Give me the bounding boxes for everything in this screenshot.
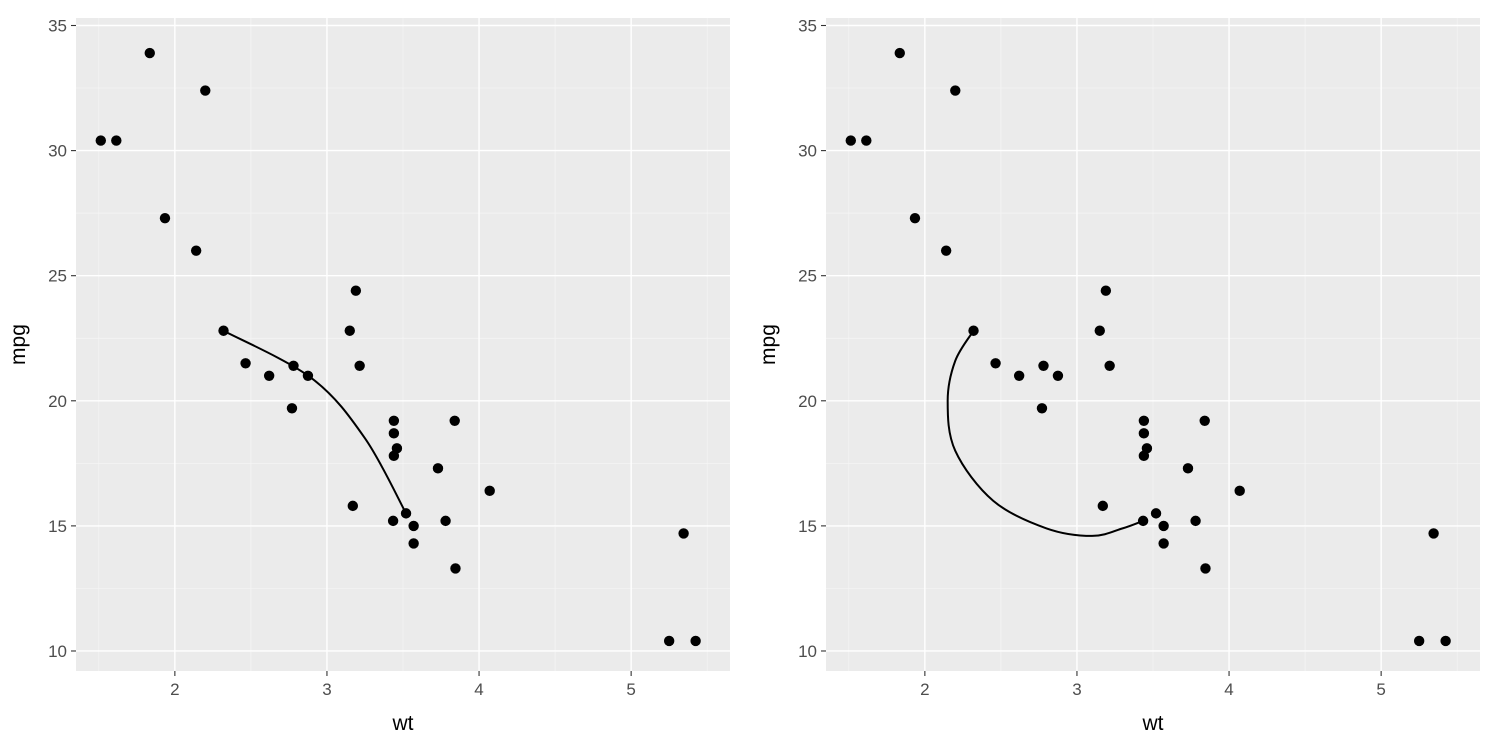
- data-point: [344, 325, 355, 336]
- data-point: [350, 285, 362, 296]
- data-point: [950, 85, 961, 96]
- data-point: [144, 47, 155, 59]
- x-tick-label: 5: [1376, 680, 1385, 699]
- data-point: [1013, 370, 1025, 381]
- data-point: [909, 212, 921, 224]
- data-point: [663, 635, 675, 647]
- data-point: [449, 415, 460, 427]
- data-point: [1199, 415, 1210, 427]
- data-point: [408, 538, 419, 549]
- data-point: [450, 563, 461, 574]
- data-point: [263, 370, 275, 381]
- data-point: [391, 443, 403, 454]
- data-point: [990, 358, 1001, 369]
- y-tick-label: 30: [48, 142, 67, 161]
- data-point: [845, 135, 856, 146]
- data-point: [1190, 515, 1201, 527]
- data-point: [1094, 325, 1105, 336]
- data-point: [302, 370, 314, 381]
- data-point: [1200, 563, 1211, 574]
- data-point: [861, 135, 872, 146]
- data-point: [1413, 635, 1425, 647]
- curve-line: [946, 330, 1144, 537]
- data-point: [1100, 285, 1112, 296]
- data-point: [218, 325, 229, 336]
- x-tick-label: 3: [1072, 680, 1081, 699]
- data-point: [1158, 538, 1169, 549]
- data-point: [1234, 485, 1245, 497]
- x-tick-label: 3: [322, 680, 331, 699]
- data-point: [1141, 443, 1153, 454]
- data-point: [1428, 528, 1439, 539]
- data-point: [288, 360, 299, 371]
- data-point: [347, 500, 359, 512]
- data-point: [1137, 515, 1149, 527]
- data-point: [678, 528, 689, 539]
- data-point: [190, 245, 202, 256]
- data-point: [1036, 403, 1048, 414]
- curve-line: [223, 329, 407, 514]
- data-point: [1150, 508, 1162, 519]
- data-point: [968, 325, 979, 336]
- data-point: [484, 485, 495, 497]
- y-tick-label: 25: [48, 267, 67, 286]
- data-point: [387, 515, 399, 527]
- y-tick-label: 30: [798, 142, 817, 161]
- data-point: [388, 415, 400, 427]
- x-tick-label: 4: [474, 680, 483, 699]
- data-point: [690, 635, 701, 647]
- data-point: [940, 245, 952, 256]
- x-axis-title: wt: [392, 712, 414, 735]
- y-tick-label: 25: [798, 267, 817, 286]
- data-point: [388, 428, 400, 439]
- data-point: [1038, 360, 1049, 371]
- scatter-plot-left: 2 3 4 5 10 15 20 25 30 35 wt mpg: [7, 17, 730, 735]
- y-tick-label: 15: [798, 517, 817, 536]
- x-tick-label: 2: [170, 680, 179, 699]
- data-point: [1440, 635, 1451, 647]
- data-point: [159, 212, 171, 224]
- data-point: [240, 358, 251, 369]
- y-tick-label: 20: [48, 392, 67, 411]
- scatter-plot-right: 2 3 4 5 10 15 20 25 30 35 wt mpg: [757, 17, 1480, 735]
- data-point: [440, 515, 451, 527]
- y-tick-label: 10: [798, 642, 817, 661]
- y-tick-label: 15: [48, 517, 67, 536]
- x-tick-label: 4: [1224, 680, 1233, 699]
- data-point: [1138, 428, 1150, 439]
- y-tick-label: 35: [798, 17, 817, 36]
- data-point: [95, 135, 106, 146]
- y-axis-title: mpg: [7, 324, 30, 365]
- data-point: [408, 520, 419, 532]
- data-point: [354, 360, 365, 371]
- data-point: [894, 47, 905, 59]
- data-point: [1052, 370, 1064, 381]
- data-point: [1138, 415, 1150, 427]
- x-tick-label: 5: [626, 680, 635, 699]
- data-point: [1158, 520, 1169, 532]
- y-axis-title: mpg: [757, 324, 780, 365]
- data-point: [200, 85, 211, 96]
- data-point: [400, 508, 412, 519]
- data-point: [111, 135, 122, 146]
- x-tick-label: 2: [920, 680, 929, 699]
- data-point: [1097, 500, 1109, 512]
- x-axis-title: wt: [1142, 712, 1164, 735]
- data-point: [1104, 360, 1115, 371]
- data-point: [432, 463, 444, 474]
- y-tick-label: 20: [798, 392, 817, 411]
- data-point: [1182, 463, 1194, 474]
- y-tick-label: 10: [48, 642, 67, 661]
- data-point: [286, 403, 298, 414]
- y-tick-label: 35: [48, 17, 67, 36]
